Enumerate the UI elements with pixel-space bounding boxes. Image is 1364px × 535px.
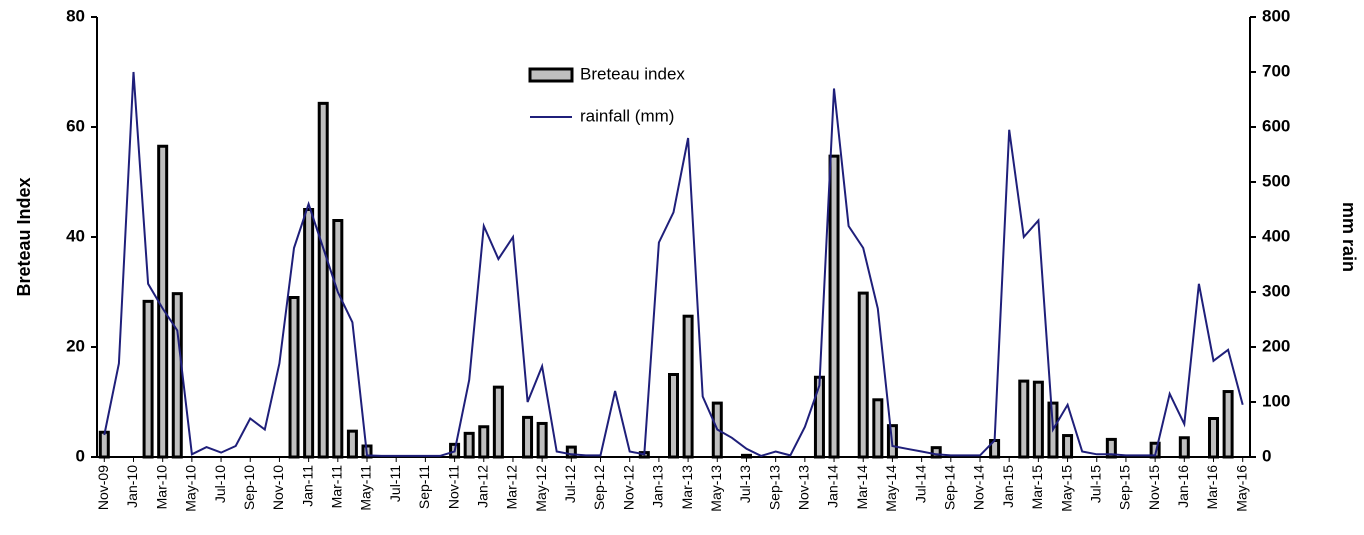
- x-tick-label: Nov-14: [971, 465, 987, 510]
- bar: [332, 219, 344, 459]
- x-tick-label: Nov-11: [445, 465, 461, 509]
- bar: [303, 208, 315, 459]
- x-tick-label: Nov-10: [270, 465, 286, 510]
- bar: [682, 314, 694, 459]
- bar: [478, 425, 490, 459]
- y2-tick-label: 800: [1262, 6, 1290, 25]
- bar: [857, 291, 869, 459]
- x-tick-label: Jan-11: [299, 465, 315, 507]
- x-tick-label: May-11: [358, 465, 374, 511]
- x-tick-label: May-12: [533, 465, 549, 512]
- bar: [1222, 390, 1234, 459]
- bar: [317, 101, 329, 459]
- y2-tick-label: 700: [1262, 61, 1290, 80]
- bar: [522, 415, 534, 459]
- y2-tick-label: 400: [1262, 226, 1290, 245]
- bar: [1208, 417, 1220, 459]
- x-tick-label: Sep-13: [766, 465, 782, 510]
- x-tick-label: Jan-15: [1000, 465, 1016, 508]
- bar: [565, 445, 577, 459]
- bar: [98, 430, 110, 459]
- x-tick-label: Nov-09: [95, 465, 111, 510]
- x-tick-label: Mar-12: [504, 465, 520, 510]
- bar: [1018, 379, 1030, 459]
- x-tick-label: Mar-16: [1204, 465, 1220, 510]
- x-tick-label: May-16: [1233, 465, 1249, 512]
- x-tick-label: Jan-13: [650, 465, 666, 508]
- x-tick-label: Jul-14: [912, 465, 928, 503]
- y2-tick-label: 0: [1262, 446, 1271, 465]
- legend-label: Breteau index: [580, 64, 685, 83]
- x-tick-label: Jul-13: [737, 465, 753, 503]
- x-tick-label: Jan-14: [825, 465, 841, 508]
- x-tick-label: Mar-11: [329, 465, 345, 509]
- x-tick-label: Nov-12: [620, 465, 636, 510]
- x-tick-label: Jan-16: [1175, 465, 1191, 508]
- y2-axis-title: mm rain: [1339, 202, 1359, 272]
- bar: [872, 398, 884, 459]
- x-tick-label: Jul-15: [1087, 465, 1103, 503]
- bar: [142, 299, 154, 459]
- legend-label: rainfall (mm): [580, 106, 674, 125]
- x-tick-label: Jan-12: [474, 465, 490, 508]
- y2-tick-label: 600: [1262, 116, 1290, 135]
- bar: [668, 373, 679, 459]
- x-tick-label: Jan-10: [124, 465, 140, 508]
- x-tick-label: May-10: [183, 465, 199, 512]
- bar: [740, 453, 752, 459]
- bar: [1032, 380, 1044, 459]
- bar: [346, 429, 358, 459]
- x-tick-label: Mar-15: [1029, 465, 1045, 510]
- x-tick-label: May-15: [1058, 465, 1074, 512]
- x-tick-label: May-13: [708, 465, 724, 512]
- x-tick-label: Jul-10: [212, 465, 228, 503]
- x-tick-label: Sep-10: [241, 465, 257, 510]
- y2-tick-label: 200: [1262, 336, 1290, 355]
- bar: [828, 154, 840, 459]
- bar: [930, 446, 942, 459]
- x-tick-label: Mar-10: [153, 465, 169, 510]
- bar: [1105, 437, 1117, 459]
- x-tick-label: Nov-15: [1146, 465, 1162, 510]
- bar: [492, 385, 504, 459]
- x-tick-label: Sep-12: [591, 465, 607, 510]
- y-tick-label: 0: [76, 446, 85, 465]
- y2-tick-label: 300: [1262, 281, 1290, 300]
- bar: [171, 292, 183, 459]
- rainfall-line: [103, 71, 1244, 457]
- y-tick-label: 60: [66, 116, 85, 135]
- legend-swatch: [528, 67, 574, 83]
- x-tick-label: Nov-13: [796, 465, 812, 510]
- bar: [1062, 434, 1074, 459]
- y2-tick-label: 100: [1262, 391, 1290, 410]
- x-tick-label: Sep-14: [942, 465, 958, 510]
- bar: [288, 296, 300, 459]
- x-tick-label: Sep-11: [416, 465, 432, 509]
- y-tick-label: 40: [66, 226, 85, 245]
- x-tick-label: Jul-11: [387, 465, 403, 502]
- x-tick-label: Mar-13: [679, 465, 695, 510]
- y-axis-title: Breteau Index: [14, 177, 34, 296]
- bar: [463, 431, 475, 459]
- x-tick-label: Mar-14: [854, 465, 870, 510]
- bar: [536, 421, 548, 459]
- y2-tick-label: 500: [1262, 171, 1290, 190]
- x-tick-label: Sep-15: [1117, 465, 1133, 510]
- x-tick-label: May-14: [883, 465, 899, 512]
- y-tick-label: 80: [66, 6, 85, 25]
- bar: [1149, 441, 1161, 459]
- x-tick-label: Jul-12: [562, 465, 578, 503]
- bar: [1178, 436, 1190, 459]
- bar: [813, 375, 825, 459]
- y-tick-label: 20: [66, 336, 85, 355]
- bar: [157, 144, 169, 459]
